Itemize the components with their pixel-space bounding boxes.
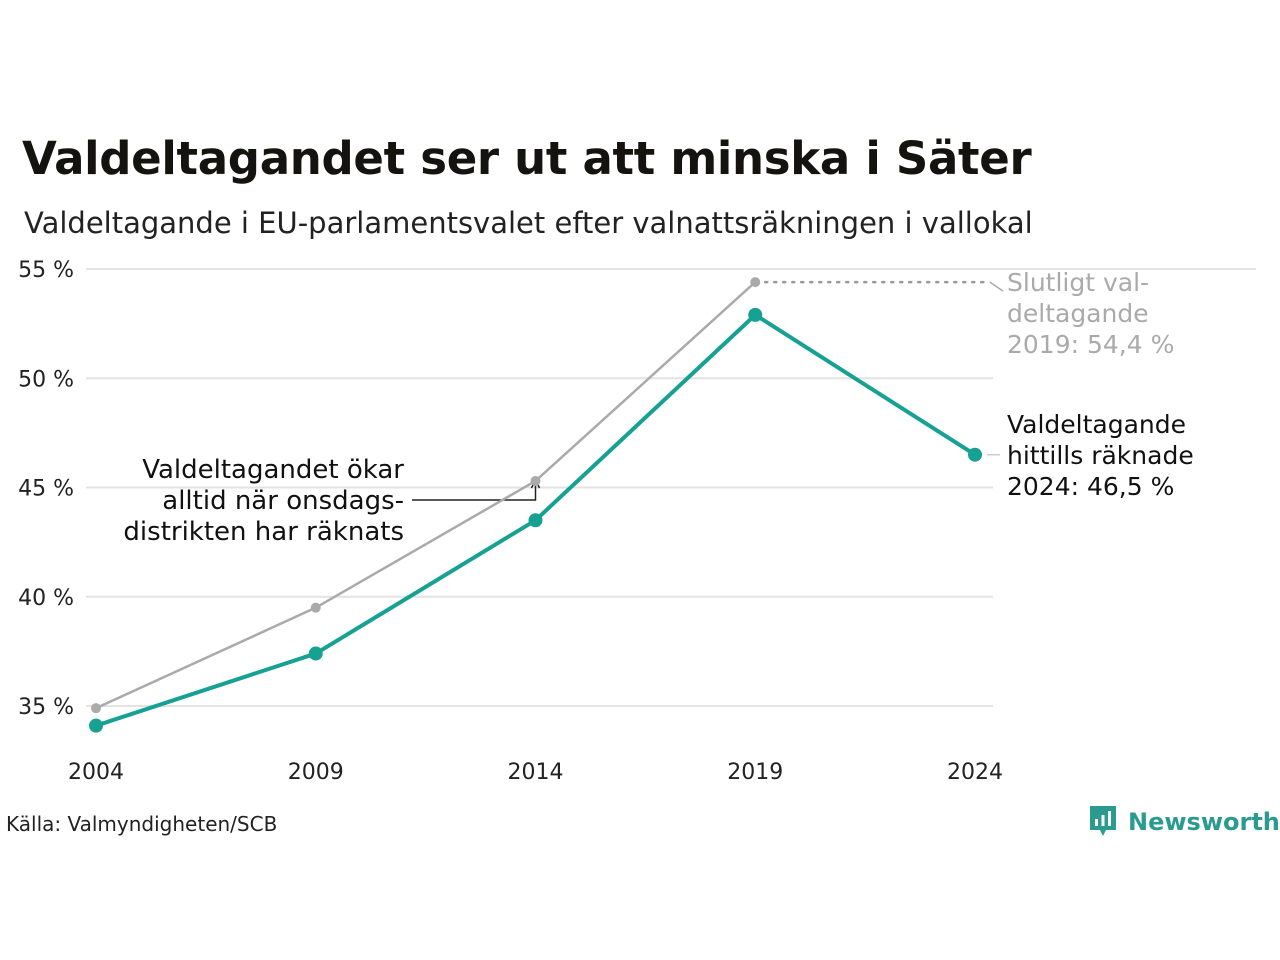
source-note: Källa: Valmyndigheten/SCB [6, 812, 278, 836]
data-point-counted [528, 513, 543, 528]
annotation-line: alltid när onsdags- [162, 486, 404, 516]
x-tick-label: 2009 [288, 760, 344, 785]
annotation-line: Valdeltagande [1007, 410, 1186, 439]
annotations: Slutligt val-deltagande 2019: 54,4 % Valde… [123, 268, 1193, 547]
y-tick-label: 35 % [18, 695, 74, 720]
annotation-line: deltagande [1007, 299, 1149, 328]
y-tick-label: 55 % [18, 258, 74, 283]
series [89, 277, 982, 733]
data-point-final [530, 475, 541, 486]
annotation-line: distrikten har räknats [123, 517, 404, 547]
annotation-final-2019: Slutligt val-deltagande 2019: 54,4 % [1007, 268, 1174, 359]
y-axis-tick-labels: 35 % 40 % 45 % 50 % 55 % [18, 258, 74, 720]
data-point-final [310, 602, 321, 613]
chart-subtitle: Valdeltagande i EU-parlamentsvalet efter… [24, 206, 1033, 240]
data-point-counted [968, 447, 982, 462]
data-point-final [750, 277, 761, 288]
annotation-line: hittills räknade [1007, 441, 1194, 470]
x-tick-label: 2019 [727, 760, 783, 785]
x-tick-label: 2024 [947, 760, 1003, 785]
annotation-line: 2019: 54,4 % [1007, 330, 1174, 359]
annotation-counted-2024: Valdeltagande hittills räknade 2024: 46,5 … [1007, 410, 1194, 501]
brand-name: Newsworthy [1128, 808, 1280, 836]
annotation-leader-final-tick [989, 281, 1004, 292]
newsworthy-logo-icon [1090, 806, 1116, 836]
chart-title: Valdeltagandet ser ut att minska i Säter [22, 132, 1032, 185]
y-tick-label: 45 % [18, 477, 74, 502]
series-line-final [94, 280, 757, 710]
x-tick-label: 2014 [508, 760, 564, 785]
data-point-counted [89, 718, 103, 733]
data-point-counted [748, 307, 763, 322]
annotation-line: Slutligt val- [1007, 268, 1149, 297]
y-tick-label: 40 % [18, 586, 74, 611]
annotation-line: 2024: 46,5 % [1007, 472, 1174, 501]
data-point-counted [308, 646, 323, 661]
data-point-final [91, 703, 101, 714]
x-tick-label: 2004 [68, 760, 124, 785]
annotation-connectors [412, 280, 1004, 501]
brand: Newsworthy [1088, 804, 1280, 840]
annotation-wednesday-districts: Valdeltagandet ökar alltid när onsdags-di… [123, 455, 404, 547]
annotation-bracket [412, 483, 537, 501]
y-tick-label: 50 % [18, 367, 74, 392]
annotation-line: Valdeltagandet ökar [142, 455, 404, 485]
x-axis-tick-labels: 2004 2009 2014 2019 2024 [68, 760, 1003, 785]
